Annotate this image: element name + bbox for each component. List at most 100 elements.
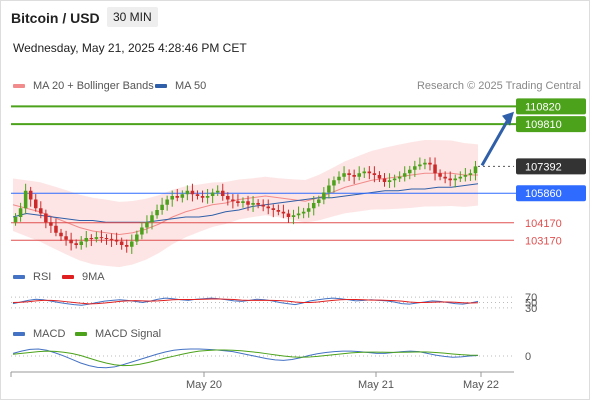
candle-body (347, 173, 351, 175)
candle-body (114, 239, 119, 242)
rsi-level-label-70: 70 (525, 292, 537, 304)
candle-body (296, 213, 301, 216)
candle-body (89, 238, 94, 239)
candle-body (473, 166, 478, 174)
candle-body (226, 196, 230, 200)
candle-body (438, 173, 442, 177)
forecast-arrow-head (502, 111, 514, 126)
legend-label-9ma: 9MA (82, 271, 105, 283)
candle-body (28, 190, 33, 200)
candle-body (220, 190, 225, 196)
legend-label-ma20: MA 20 + Bollinger Bands (33, 80, 154, 92)
candle-body (64, 236, 68, 240)
candle-body (327, 185, 331, 193)
candle-body (367, 171, 372, 174)
candle-body (392, 178, 397, 181)
level-label-109810: 109810 (525, 119, 562, 131)
candle-body (33, 199, 38, 209)
candle-body (418, 164, 422, 167)
ma50-line (12, 183, 479, 223)
legend-9ma: 9MA (62, 271, 105, 283)
candle-body (362, 171, 367, 174)
candle-body (342, 173, 346, 177)
legend-ma20: MA 20 + Bollinger Bands (13, 80, 154, 92)
candle-body (433, 164, 437, 174)
candle-body (205, 196, 210, 198)
candle-body (357, 173, 361, 177)
legend-ma50: MA 50 (155, 80, 206, 92)
candle-body (155, 210, 159, 216)
macd-signal-line (12, 349, 479, 367)
candle-body (261, 204, 265, 207)
candle-body (443, 176, 447, 179)
candle-body (291, 215, 296, 217)
x-tick-label-may-21: May 21 (358, 379, 394, 391)
legend-rsi: RSI (13, 271, 51, 283)
legend-swatch-ma50 (155, 84, 167, 88)
candle-body (377, 175, 382, 179)
candle-body (145, 222, 149, 228)
candle-body (140, 227, 144, 235)
level-label-104170: 104170 (525, 218, 562, 230)
candle-body (109, 238, 114, 240)
legend-label-macd-signal: MACD Signal (95, 328, 162, 340)
timeframe-badge[interactable]: 30 MIN (107, 7, 158, 27)
candle-body (271, 208, 276, 210)
forecast-arrow-shaft (480, 119, 510, 167)
candle-body (13, 217, 18, 223)
candle-body (256, 203, 260, 205)
candle-body (428, 162, 432, 165)
level-label-103170: 103170 (525, 235, 562, 247)
candle-body (150, 215, 154, 223)
candle-body (276, 210, 281, 212)
level-label-107392: 107392 (525, 161, 562, 173)
candle-body (210, 192, 215, 196)
candle-body (311, 203, 316, 209)
candle-body (69, 239, 73, 244)
rsi-level-label-50: 50 (525, 298, 537, 310)
candle-body (23, 190, 28, 209)
rsi-level-label-30: 30 (525, 303, 537, 315)
candle-body (236, 201, 240, 203)
macd-line (12, 348, 479, 369)
candle-body (397, 176, 402, 179)
candle-body (200, 196, 205, 198)
candle-body (352, 175, 356, 177)
candle-body (317, 199, 321, 203)
candle-body (54, 225, 58, 233)
candle-body (337, 176, 341, 181)
candle-body (119, 241, 124, 245)
level-badge-109810 (516, 116, 586, 133)
candle-body (190, 190, 195, 195)
candle-body (124, 245, 129, 247)
legend-label-rsi: RSI (33, 271, 52, 283)
bollinger-band (13, 140, 478, 268)
candle-body (185, 190, 190, 195)
candle-body (453, 178, 458, 181)
candle-body (74, 243, 78, 245)
legend-macd-signal: MACD Signal (75, 328, 161, 340)
candle-body (49, 222, 53, 226)
rsi-9ma-line (12, 298, 479, 305)
candle-body (286, 213, 291, 217)
legend-label-macd: MACD (33, 328, 66, 340)
candle-body (322, 192, 326, 200)
level-badge-107392 (516, 158, 586, 175)
candle-body (44, 213, 48, 223)
macd-level-label-0: 0 (525, 351, 531, 363)
chart-datetime: Wednesday, May 21, 2025 4:28:46 PM CET (13, 41, 247, 55)
level-badge-105860 (516, 185, 586, 202)
candle-body (372, 173, 377, 175)
candle-body (281, 211, 286, 214)
candle-body (99, 237, 104, 239)
candle-body (402, 173, 407, 177)
ma20-line (12, 172, 478, 236)
candle-body (241, 201, 245, 203)
chart-title: Bitcoin / USD (11, 10, 100, 26)
candle-body (387, 180, 392, 182)
x-tick-label-may-20: May 20 (186, 379, 222, 391)
candle-body (448, 178, 452, 181)
candle-body (301, 211, 306, 214)
legend-swatch-9ma (62, 275, 74, 279)
candle-body (135, 234, 139, 242)
